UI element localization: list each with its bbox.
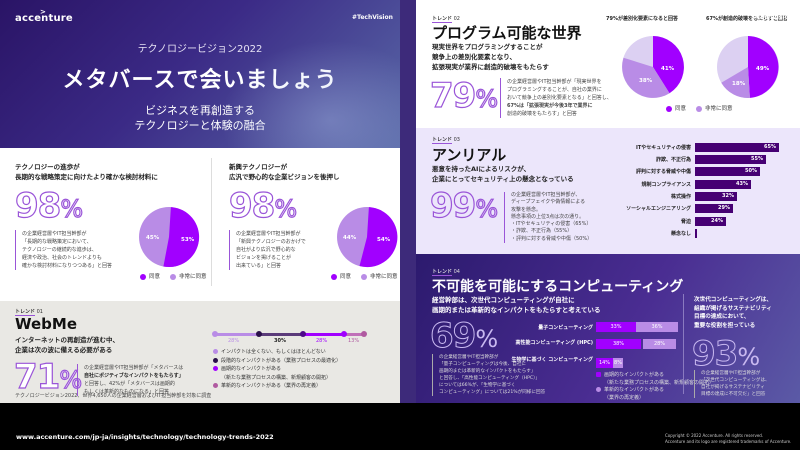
trend01-title: WebMe	[15, 315, 78, 333]
trend02-subtitle: 現実世界をプログラミングすることが 競争上の差別化要素となり、 拡張現実が業界に創造…	[432, 43, 549, 71]
trend04-desc: の企業経営層やIT担当幹部が 「量子コンピューティングは今後、自社に 画期的または革…	[432, 354, 582, 396]
hero-tagline: ビジネスを再創造する テクノロジーと体験の融合	[0, 103, 400, 133]
hero-banner: accenture > テクノロジービジョン2022 メタバースで会いましょう …	[0, 0, 400, 148]
scale-label: 28%	[316, 338, 328, 344]
trend02-legend: 同意 非常に同意	[666, 104, 733, 112]
bar-segment: 33%	[596, 322, 636, 332]
stat-left-desc: の企業経営層やIT担当幹部が 「長期的な戦略策定において、 テクノロジーの継続的な進…	[15, 230, 125, 270]
svg-text:44%: 44%	[343, 235, 357, 241]
footer-url-link[interactable]: www.accenture.com/jp-ja/insights/technol…	[16, 433, 274, 441]
bar-label: 量子コンピューティング	[538, 325, 593, 331]
pie1-title: 79%が差別化要素になると回答	[606, 16, 678, 22]
hero-title: メタバースで会いましょう	[62, 68, 338, 93]
accenture-logo: accenture	[15, 13, 73, 24]
stats-panel: テクノロジーの進歩が 長期的な戦略策定に向けたより確かな検討材料に 98% の企…	[0, 148, 400, 301]
trend04-side-heading: 次世代コンピューティングは、 組織が掲げるサステナビリティ 目標の達成において、 重要…	[694, 297, 772, 329]
svg-text:41%: 41%	[661, 66, 675, 72]
trend03-panel: トレンド 03 アンリアル 悪意を持ったAIによるリスクが、 企業にとってセキュリ…	[416, 128, 800, 254]
hero-subtitle: テクノロジービジョン2022	[137, 44, 263, 55]
stat-right-value: 98%	[228, 185, 297, 226]
trend04-value: 69%	[429, 316, 498, 357]
trend04-label: トレンド 04	[432, 269, 460, 276]
trend01-panel: トレンド 01 WebMe インターネットの再創造が進む中、 企業は次の波に備える…	[0, 301, 400, 403]
trend03-desc: の企業経営層やIT担当幹部が、 ディープフェイクや偽情報による 攻撃を懸念。 懸念事項…	[504, 192, 614, 244]
tagline-line-2: テクノロジーと体験の融合	[134, 119, 266, 132]
trend02-panel: トレンド 02 プログラム可能な世界 現実世界をプログラミングすることが 競争上の…	[416, 0, 800, 128]
pie-chart-trend02-1: 41% 38%	[622, 36, 684, 98]
trend02-label: トレンド 02	[432, 16, 460, 23]
trend01-subtitle: インターネットの再創造が進む中、 企業は次の波に備える必要がある	[15, 336, 119, 354]
trend03-value: 99%	[429, 185, 498, 226]
stat-right: 新興テクノロジーが 広汎で野心的な企業ビジョンを後押し 98% の企業経営層やI…	[228, 162, 340, 270]
scale-label: 30%	[274, 338, 286, 344]
divider	[211, 158, 212, 286]
trend02-title: プログラム可能な世界	[432, 24, 582, 42]
trend03-label: トレンド 03	[432, 137, 460, 144]
stat-left-heading-1: テクノロジーの進歩が	[15, 163, 80, 171]
trend04-side-value: 93%	[691, 334, 760, 375]
svg-text:18%: 18%	[732, 81, 746, 87]
trend02-value: 79%	[429, 75, 498, 116]
scale-label: 13%	[348, 338, 360, 344]
impact-scale-line	[215, 333, 365, 336]
stat-left-value: 98%	[14, 185, 83, 226]
trend01-desc: の企業経営層やIT担当幹部が「メタバースは 自社にポジティブなインパクトをもたらす…	[77, 364, 207, 396]
bar-segment: 28%	[643, 339, 676, 349]
scale-dot-icon	[300, 331, 306, 337]
pie-chart-left: 53% 45%	[139, 207, 200, 268]
copyright: Copyright © 2022 Accenture. All rights r…	[665, 433, 792, 444]
trend03-title: アンリアル	[432, 146, 507, 164]
bar-label: 生物学に基づく コンピューティング	[511, 357, 593, 363]
stat-right-heading-2: 広汎で野心的な企業ビジョンを後押し	[229, 173, 340, 181]
agree-dot-icon	[666, 105, 672, 112]
security-bar-chart: ITやセキュリティの侵害 65% 詐欺、不正行為 55% 評判に対する脅威や中傷 50…	[600, 142, 779, 241]
hashtag: #TechVision	[352, 14, 393, 21]
source-note: テクノロジービジョン2022、世界4,650人の企業経営層およびIT担当幹部を対…	[15, 393, 212, 399]
stat-right-desc: の企業経営層やIT担当幹部が 「新興テクノロジーのおかげで 自社がより広汎で野心的な…	[229, 230, 339, 270]
bar-segment: 36%	[636, 322, 678, 332]
svg-text:49%: 49%	[756, 66, 770, 72]
svg-text:38%: 38%	[639, 78, 653, 84]
bar-segment: 38%	[596, 339, 641, 349]
trend02-desc: の企業経営層やIT担当幹部が「現実世界を プログラミングすることが、自社の業界にお…	[500, 78, 640, 118]
trend01-legend: インパクトは全くない、もしくはほとんどない 段階的なインパクトがある（業務プロセ…	[213, 348, 341, 391]
trend03-subtitle: 悪意を持ったAIによるリスクが、 企業にとってセキュリティ上の懸念となっている	[432, 165, 574, 183]
svg-text:45%: 45%	[146, 235, 160, 241]
pie-chart-right: 54% 44%	[337, 207, 398, 268]
bar-segment: 8%	[613, 358, 623, 368]
trend04-subtitle: 経営幹部は、次世代コンピューティングが自社に 画期的または革新的なインパクトをもた…	[432, 296, 601, 314]
stat-right-heading-1: 新興テクノロジーが	[229, 163, 288, 171]
scale-dot-icon	[341, 331, 347, 337]
scale-dot-icon	[256, 331, 262, 337]
pie-chart-trend02-2: 49% 18%	[717, 36, 779, 98]
trend04-panel: トレンド 04 不可能を可能にするコンピューティング 経営幹部は、次世代コンピュ…	[416, 254, 800, 403]
scale-dot-icon	[212, 331, 218, 337]
tagline-line-1: ビジネスを再創造する	[145, 104, 255, 117]
agree-dot-icon	[140, 273, 146, 280]
trend01-label: トレンド 01	[15, 309, 43, 316]
pie2-title: 67%が創造的破壊をもたらすと回答	[706, 16, 788, 22]
strongly-agree-dot-icon	[170, 273, 177, 280]
svg-text:53%: 53%	[181, 237, 195, 243]
scale-label: 28%	[228, 338, 240, 344]
strongly-agree-dot-icon	[361, 273, 368, 280]
agree-dot-icon	[331, 273, 337, 280]
svg-text:54%: 54%	[377, 237, 391, 243]
stat-left-legend: 同意 非常に同意	[140, 272, 207, 280]
trend04-legend: 画期的なインパクトがある （新たな業務プロセスの構築、新規顧客の開拓） 革新的な…	[596, 372, 714, 402]
scale-dot-icon	[361, 331, 367, 337]
footer	[0, 403, 800, 450]
bar-label: 高性能コンピューティング (HPC)	[515, 340, 593, 346]
bar-segment: 14%	[596, 358, 613, 368]
trend04-title: 不可能を可能にするコンピューティング	[432, 279, 684, 295]
trend01-value: 71%	[13, 356, 82, 397]
stat-right-legend: 同意 非常に同意	[331, 272, 398, 280]
accenture-chevron-icon: >	[40, 8, 46, 16]
divider	[683, 294, 684, 394]
hashtag-label: #TechVision	[752, 14, 793, 21]
stat-left: テクノロジーの進歩が 長期的な戦略策定に向けたより確かな検討材料に 98% の企…	[14, 162, 158, 270]
stat-left-heading-2: 長期的な戦略策定に向けたより確かな検討材料に	[15, 173, 158, 181]
trend04-side-desc: の企業経営層やIT担当幹部が 「次世代コンピューティングは、 自社が掲げるサステナビ…	[694, 370, 794, 398]
strongly-agree-dot-icon	[696, 105, 703, 112]
